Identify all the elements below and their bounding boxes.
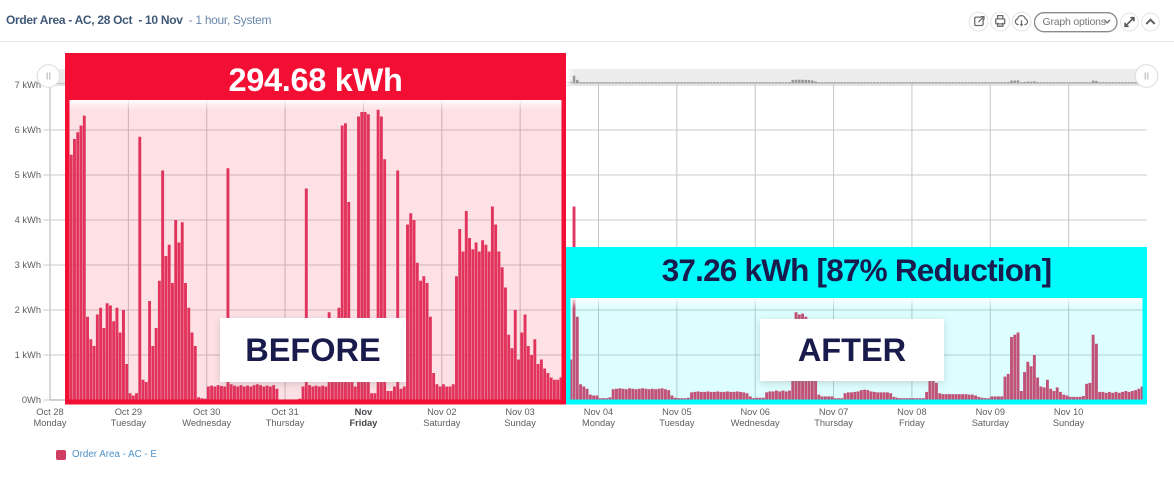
svg-text:Nov 06: Nov 06 <box>740 407 769 417</box>
svg-text:Oct 28: Oct 28 <box>36 407 63 417</box>
svg-text:Wednesday: Wednesday <box>182 418 231 428</box>
svg-text:Oct 29: Oct 29 <box>115 407 142 417</box>
svg-text:6 kWh: 6 kWh <box>15 125 41 135</box>
svg-text:Saturday: Saturday <box>423 418 461 428</box>
svg-text:Nov 07: Nov 07 <box>819 407 848 417</box>
svg-text:3 kWh: 3 kWh <box>15 260 41 270</box>
svg-text:Thursday: Thursday <box>814 418 853 428</box>
svg-text:Oct 31: Oct 31 <box>271 407 298 417</box>
svg-text:4 kWh: 4 kWh <box>15 215 41 225</box>
svg-text:Nov 09: Nov 09 <box>976 407 1005 417</box>
svg-text:0Wh: 0Wh <box>22 395 41 405</box>
svg-text:Sunday: Sunday <box>1053 418 1085 428</box>
svg-text:Friday: Friday <box>899 418 925 428</box>
svg-text:Nov 05: Nov 05 <box>662 407 691 417</box>
svg-text:Nov 04: Nov 04 <box>584 407 613 417</box>
svg-text:Monday: Monday <box>33 418 66 428</box>
svg-text:Nov 10: Nov 10 <box>1054 407 1083 417</box>
svg-text:5 kWh: 5 kWh <box>15 170 41 180</box>
svg-text:7 kWh: 7 kWh <box>15 80 41 90</box>
svg-text:Nov 08: Nov 08 <box>897 407 926 417</box>
svg-text:Tuesday: Tuesday <box>659 418 695 428</box>
svg-text:2 kWh: 2 kWh <box>15 305 41 315</box>
svg-text:Nov 02: Nov 02 <box>427 407 456 417</box>
svg-text:Nov 03: Nov 03 <box>505 407 534 417</box>
svg-text:Graph options: Graph options <box>1043 16 1106 28</box>
svg-text:Wednesday: Wednesday <box>731 418 780 428</box>
svg-text:Saturday: Saturday <box>972 418 1010 428</box>
svg-text:Friday: Friday <box>349 418 378 428</box>
svg-text:Thursday: Thursday <box>266 418 305 428</box>
svg-text:1 kWh: 1 kWh <box>15 350 41 360</box>
svg-text:Sunday: Sunday <box>504 418 536 428</box>
svg-text:Tuesday: Tuesday <box>111 418 147 428</box>
svg-text:Nov: Nov <box>355 407 373 417</box>
svg-text:Monday: Monday <box>582 418 615 428</box>
svg-text:Oct 30: Oct 30 <box>193 407 220 417</box>
